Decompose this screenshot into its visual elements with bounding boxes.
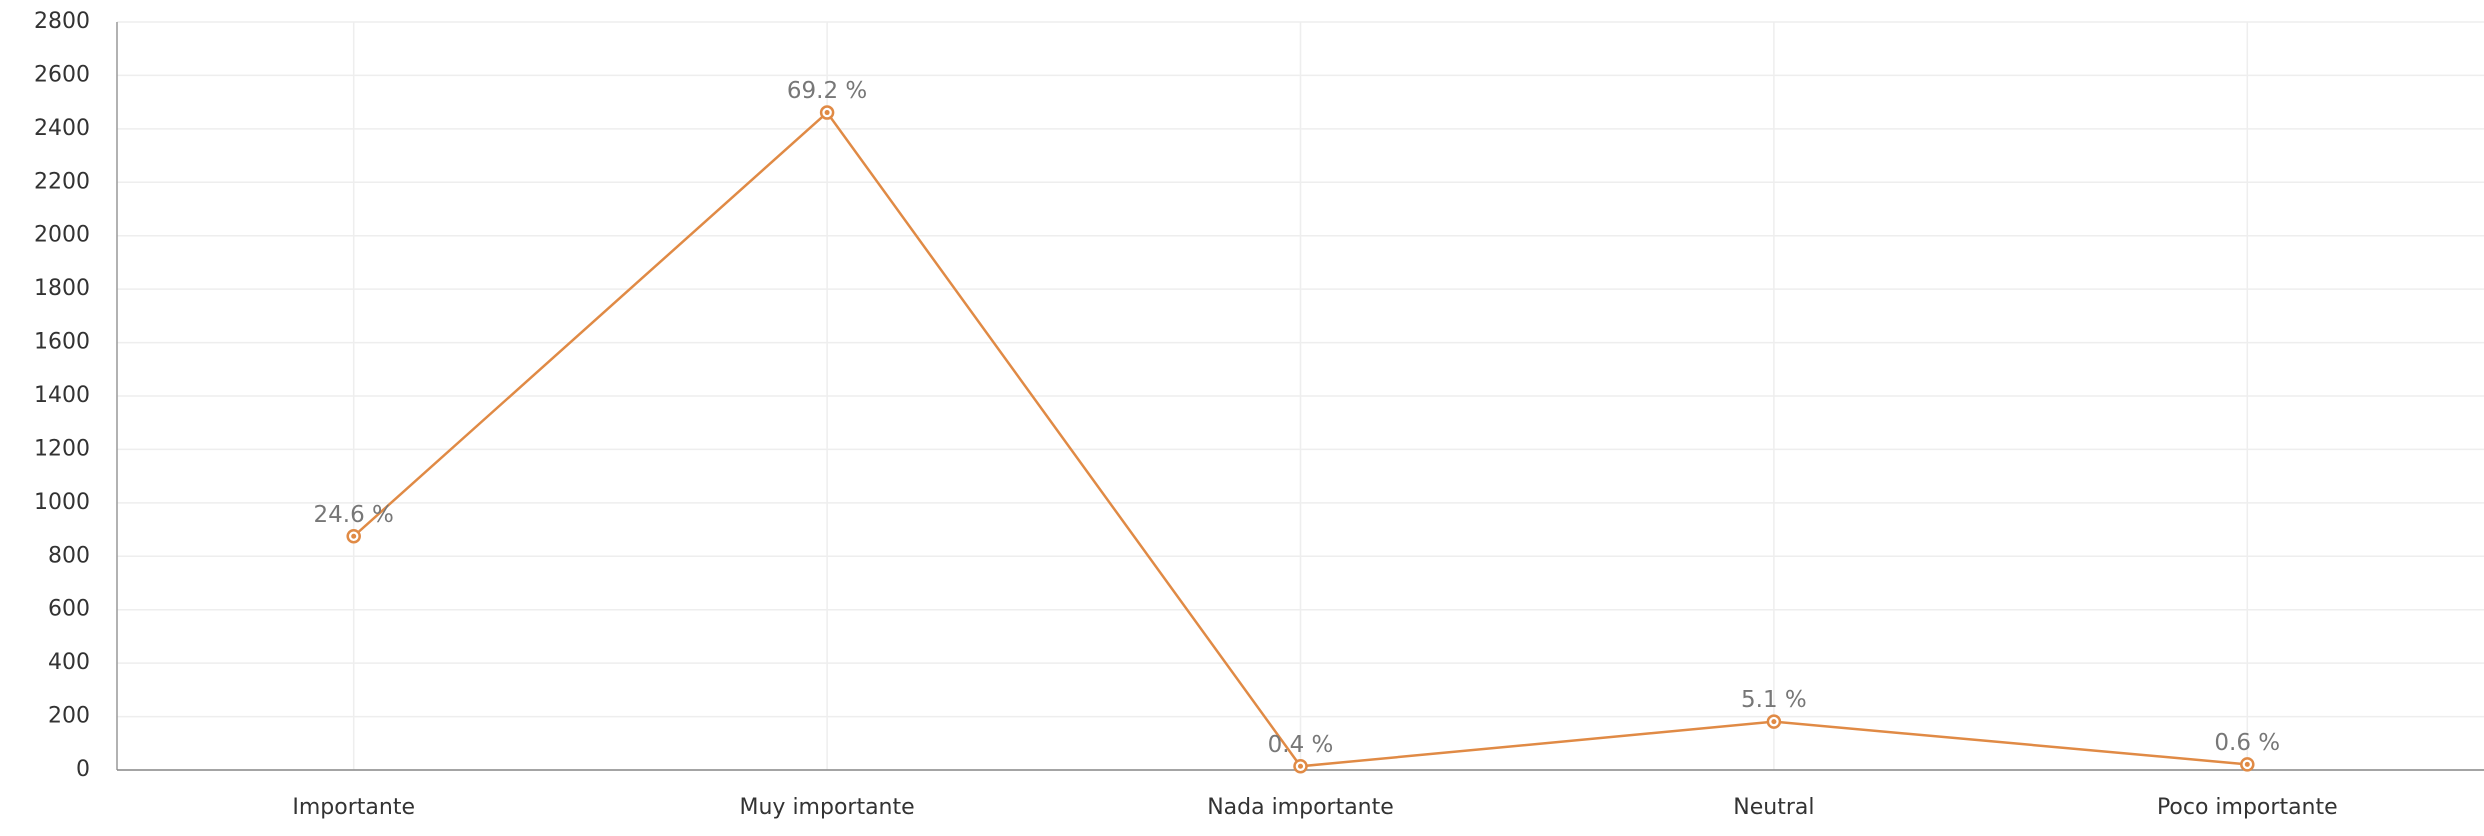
point-center xyxy=(1771,719,1777,725)
data-label: 69.2 % xyxy=(787,78,867,104)
data-label: 0.4 % xyxy=(1268,732,1334,758)
point-center xyxy=(2244,761,2250,767)
x-tick-label: Importante xyxy=(292,795,415,820)
data-label: 5.1 % xyxy=(1741,687,1807,713)
y-tick-label: 200 xyxy=(48,704,90,729)
y-tick-label: 1800 xyxy=(34,276,90,301)
y-tick-label: 2400 xyxy=(34,116,90,141)
y-tick-label: 1400 xyxy=(34,383,90,408)
y-tick-label: 2800 xyxy=(34,9,90,34)
data-label: 24.6 % xyxy=(314,502,394,528)
x-tick-label: Neutral xyxy=(1733,795,1814,820)
x-tick-label: Nada importante xyxy=(1207,795,1394,820)
data-label: 0.6 % xyxy=(2214,730,2280,756)
y-tick-label: 400 xyxy=(48,650,90,675)
point-center xyxy=(1298,763,1303,769)
y-tick-label: 1600 xyxy=(34,330,90,355)
y-tick-label: 2000 xyxy=(34,223,90,248)
y-tick-label: 0 xyxy=(76,757,90,782)
x-tick-label: Muy importante xyxy=(740,795,915,820)
y-tick-label: 800 xyxy=(48,543,90,568)
y-tick-label: 2600 xyxy=(34,62,90,87)
y-tick-label: 600 xyxy=(48,597,90,622)
y-tick-label: 1200 xyxy=(34,436,90,461)
x-tick-label: Poco importante xyxy=(2157,795,2338,820)
y-tick-label: 2200 xyxy=(34,169,90,194)
y-tick-label: 1000 xyxy=(34,490,90,515)
point-center xyxy=(351,533,357,539)
point-center xyxy=(824,110,830,116)
